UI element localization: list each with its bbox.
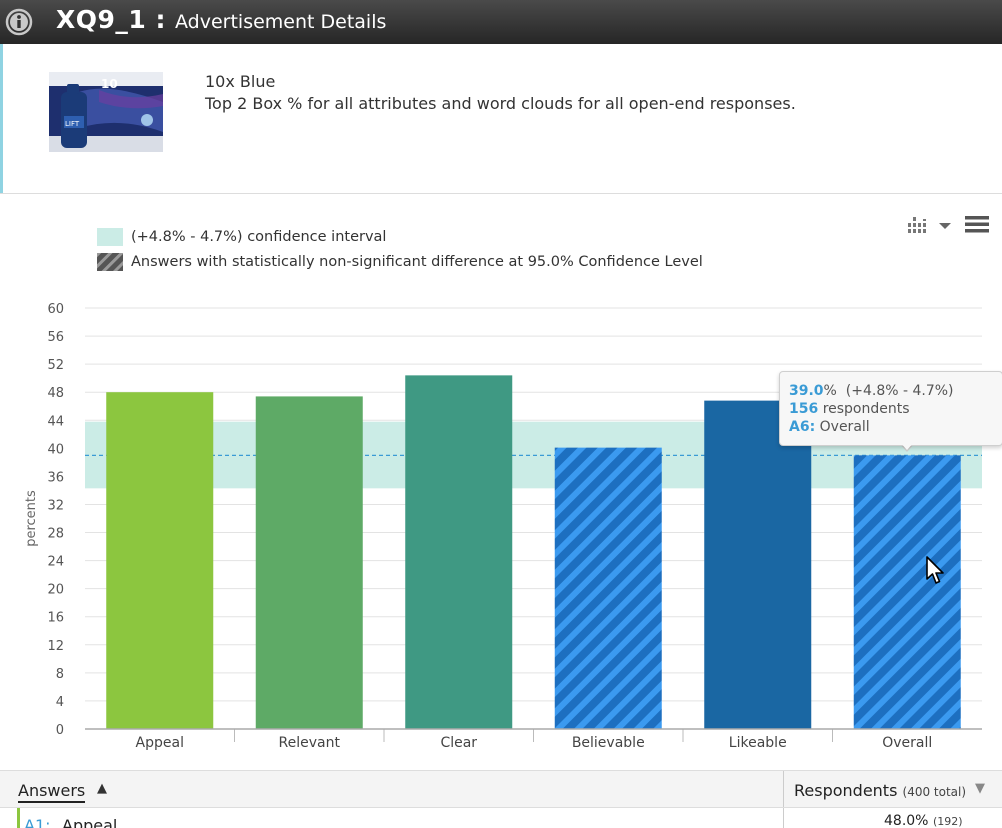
row-count: (192) (932, 815, 963, 828)
info-icon[interactable] (5, 8, 33, 36)
y-tick-label: 28 (47, 527, 64, 542)
legend-nonsig-label: Answers with statistically non-significa… (131, 254, 703, 270)
x-tick-label: Appeal (136, 735, 184, 751)
respondents-label: Respondents (794, 781, 898, 800)
legend-nonsig: Answers with statistically non-significa… (97, 253, 703, 271)
y-axis-title: percents (24, 490, 39, 547)
data-tooltip: 39.0% (+4.8% - 4.7%) 156 respondents A6:… (779, 371, 1002, 446)
window-title: Advertisement Details (175, 11, 387, 33)
row-value: 48.0% (192) (884, 813, 963, 828)
bar-clear[interactable] (405, 375, 513, 729)
tooltip-respondents-count: 156 (789, 401, 819, 417)
tooltip-value: 39.0 (789, 383, 824, 399)
svg-text:LIFT: LIFT (65, 120, 80, 128)
bar-overall[interactable] (853, 455, 961, 729)
y-tick-label: 52 (47, 358, 64, 373)
sort-descending-icon[interactable]: ▼ (975, 781, 985, 796)
bar-believable[interactable] (554, 447, 662, 729)
row-color-accent (17, 808, 20, 828)
x-tick-label: Clear (440, 735, 477, 751)
row-answer-code: A1: (24, 816, 51, 828)
tooltip-value-line: 39.0% (+4.8% - 4.7%) (789, 383, 954, 399)
y-tick-label: 48 (47, 386, 64, 401)
y-tick-label: 24 (47, 555, 64, 570)
y-tick-label: 16 (47, 611, 64, 626)
tooltip-respondents-label: respondents (822, 401, 910, 417)
y-tick-label: 56 (47, 330, 64, 345)
respondents-total: (400 total) (902, 785, 967, 799)
sort-ascending-icon[interactable]: ▲ (97, 781, 107, 796)
column-divider (783, 771, 784, 807)
y-tick-label: 40 (47, 442, 64, 457)
answers-table: Answers ▲ Respondents (400 total) ▼ A1: … (0, 770, 1002, 828)
ad-thumbnail-image[interactable]: LIFT 10 (49, 72, 163, 152)
x-tick-label: Likeable (729, 735, 787, 751)
tooltip-answer-line: A6: Overall (789, 419, 870, 435)
legend-hatch-swatch (97, 253, 123, 271)
title-bar: XQ9_1 : Advertisement Details (0, 0, 1002, 44)
column-header-respondents[interactable]: Respondents (400 total) (794, 781, 966, 800)
mouse-cursor-icon (926, 556, 944, 584)
y-tick-label: 4 (56, 695, 64, 710)
table-row[interactable]: A1: Appeal 48.0% (192) (0, 808, 1002, 828)
ad-info-panel: LIFT 10 10x Blue Top 2 Box % for all att… (0, 44, 1002, 194)
y-tick-label: 36 (47, 470, 64, 485)
tooltip-answer-code: A6: (789, 419, 816, 435)
tooltip-interval: (+4.8% - 4.7%) (845, 383, 954, 399)
bar-chart: 04812162024283236404448525660percentsApp… (24, 302, 982, 751)
chart-type-icon[interactable] (907, 215, 955, 235)
window-id: XQ9_1 : (56, 5, 167, 34)
chart-panel: 0 4 8 12 16 20 24 28 32 36 40 44 48 52 56 60 percents App… (0, 194, 1002, 770)
ad-name: 10x Blue (205, 72, 276, 91)
x-tick-label: Believable (572, 735, 645, 751)
menu-icon[interactable] (965, 215, 989, 233)
bar-likeable[interactable] (704, 400, 812, 729)
table-header: Answers ▲ Respondents (400 total) ▼ (0, 770, 1002, 808)
svg-text:10: 10 (101, 77, 118, 91)
y-tick-label: 12 (47, 639, 64, 654)
y-tick-label: 0 (56, 723, 64, 738)
row-divider (783, 808, 784, 828)
y-tick-label: 20 (47, 583, 64, 598)
tooltip-value-suffix: % (823, 383, 837, 399)
tooltip-arrow-fill (900, 442, 914, 450)
legend-ci-label: (+4.8% - 4.7%) confidence interval (131, 229, 387, 245)
legend-ci-swatch (97, 228, 123, 246)
x-tick-label: Relevant (279, 735, 341, 751)
row-percent: 48.0% (884, 813, 929, 828)
legend-ci: (+4.8% - 4.7%) confidence interval (97, 228, 386, 246)
panel-accent (0, 44, 3, 193)
ad-description: Top 2 Box % for all attributes and word … (205, 94, 796, 113)
tooltip-answer-label: Overall (819, 419, 870, 435)
bar-appeal[interactable] (106, 392, 214, 729)
y-tick-label: 32 (47, 498, 64, 513)
column-header-answers[interactable]: Answers (18, 781, 86, 803)
tooltip-respondents-line: 156 respondents (789, 401, 910, 417)
y-tick-label: 60 (47, 302, 64, 317)
bar-relevant[interactable] (255, 396, 363, 729)
y-tick-label: 8 (56, 667, 64, 682)
x-tick-label: Overall (882, 735, 932, 751)
y-tick-label: 44 (47, 414, 64, 429)
row-answer-label: Appeal (62, 816, 118, 828)
chevron-down-icon (939, 223, 951, 229)
